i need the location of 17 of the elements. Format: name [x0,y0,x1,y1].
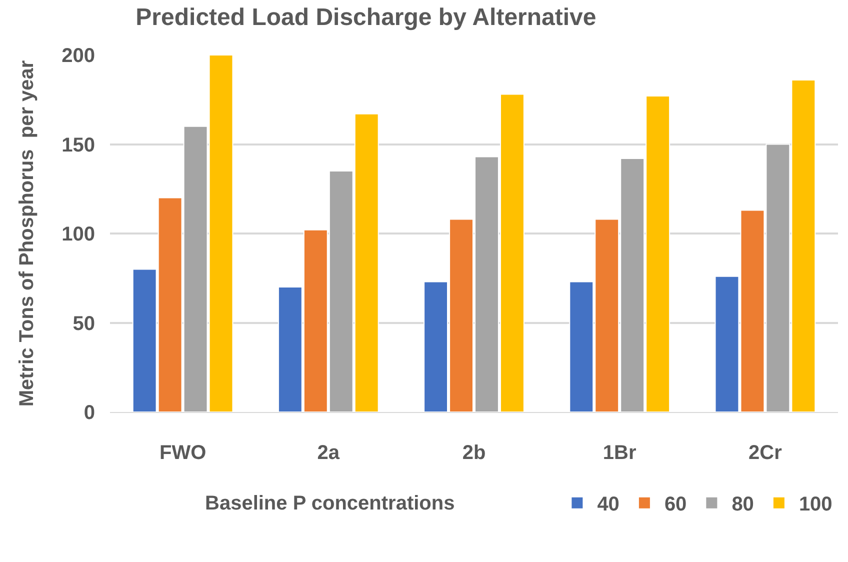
y-tick-label: 200 [62,45,95,67]
legend-label: 80 [732,494,754,516]
x-tick-label: 2b [462,442,486,464]
legend-label: 40 [597,494,620,516]
y-tick-label: 150 [62,134,95,156]
y-tick-label: 0 [84,402,95,424]
x-tick-label: 2Cr [748,442,782,464]
legend-label: 100 [798,494,832,516]
chart-title: Predicted Load Discharge by Alternative [136,4,596,32]
legend-label: 60 [664,494,687,516]
x-tick-label: 1Br [602,442,636,464]
y-tick-label: 50 [72,312,95,335]
legend-title: Baseline P concentrations [205,492,550,514]
y-axis-title: Metric Tons of Phosphorus per year [16,60,38,407]
x-tick-label: 2a [317,442,340,464]
x-tick-label: FWO [159,442,206,464]
y-tick-label: 100 [62,224,95,246]
